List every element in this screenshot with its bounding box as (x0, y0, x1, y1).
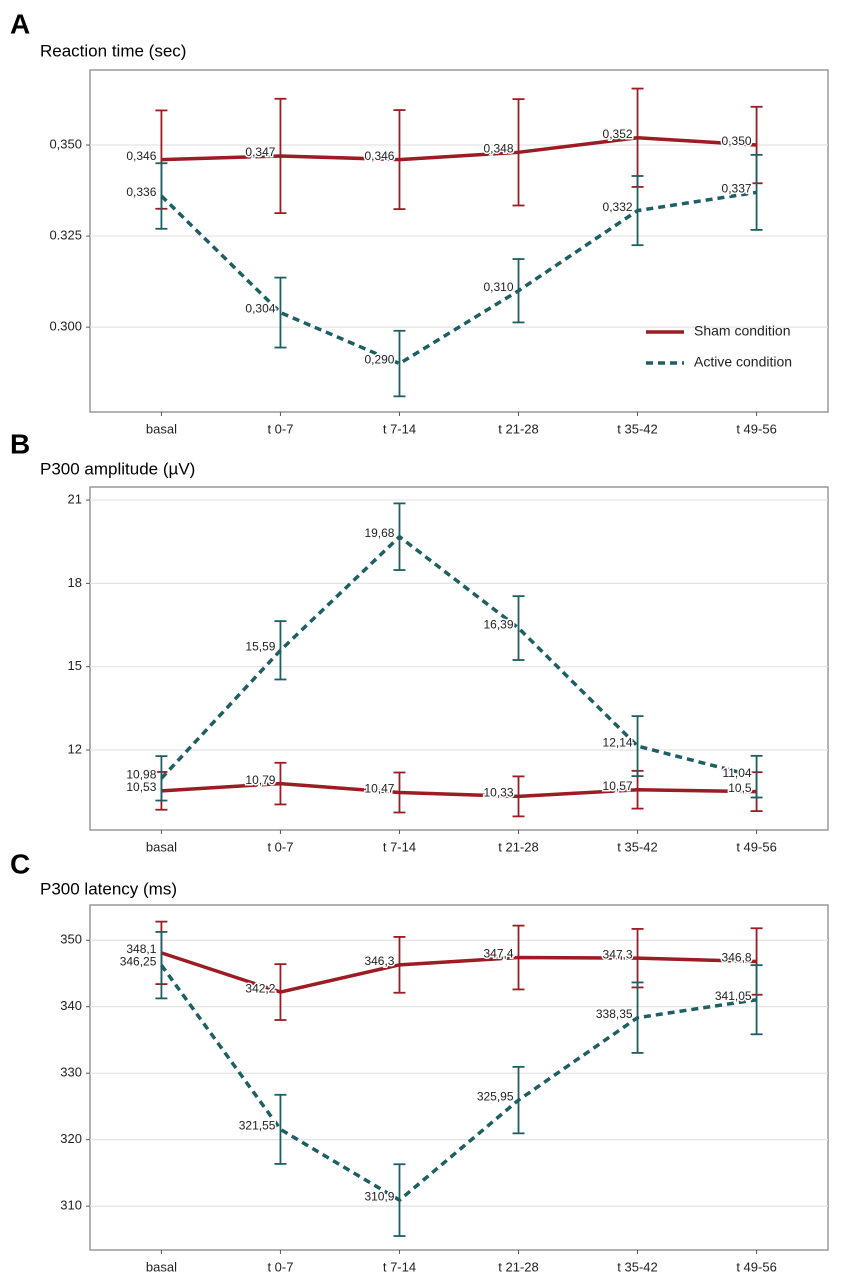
series-line (160, 534, 758, 780)
x-tick-label: t 35-42 (617, 839, 657, 854)
x-tick-label: basal (146, 1259, 177, 1274)
value-label: 341,05 (715, 989, 752, 1003)
y-tick-label: 18 (68, 575, 82, 590)
value-label: 325,95 (477, 1089, 514, 1103)
plot-area (89, 904, 829, 1251)
panel-letter: B (10, 428, 30, 459)
value-label: 346,8 (722, 951, 752, 965)
panel-title: P300 amplitude (µV) (40, 459, 195, 478)
y-tick-label: 0,350 (49, 136, 82, 151)
y-tick-label: 330 (60, 1065, 82, 1080)
value-label: 0,350 (722, 134, 752, 148)
x-tick-label: t 35-42 (617, 1259, 657, 1274)
legend-label: Sham condition (694, 323, 791, 339)
series-line (161, 135, 757, 162)
x-tick-label: t 7-14 (383, 1259, 416, 1274)
value-label: 348,1 (126, 942, 156, 956)
panel-title: P300 latency (ms) (40, 879, 177, 898)
y-tick-label: 320 (60, 1131, 82, 1146)
value-label: 342,2 (245, 981, 275, 995)
y-tick-label: 0.300 (49, 319, 82, 334)
x-tick-label: t 0-7 (267, 839, 293, 854)
x-tick-label: t 7-14 (383, 421, 416, 436)
value-label: 10,57 (603, 779, 633, 793)
value-label: 310,9 (364, 1189, 394, 1203)
legend-label: Active condition (694, 354, 792, 370)
value-label: 10,5 (728, 781, 752, 795)
y-tick-label: 310 (60, 1198, 82, 1213)
series-line (160, 964, 757, 1203)
value-label: 15,59 (245, 639, 275, 653)
y-tick-label: 350 (60, 932, 82, 947)
plot-area (89, 69, 829, 413)
value-label: 321,55 (239, 1119, 276, 1133)
value-label: 0,346 (364, 149, 394, 163)
value-label: 338,35 (596, 1007, 633, 1021)
panel-letter: C (10, 848, 30, 879)
value-label: 11,04 (722, 766, 751, 780)
x-tick-label: t 21-28 (498, 421, 538, 436)
value-label: 0,347 (245, 145, 275, 159)
x-tick-label: t 7-14 (383, 839, 416, 854)
value-label: 10,33 (483, 786, 513, 800)
y-tick-label: 15 (68, 658, 82, 673)
value-label: 10,53 (126, 780, 156, 794)
plot-area (89, 486, 829, 831)
value-label: 0,348 (483, 141, 513, 155)
value-label: 16,39 (483, 617, 513, 631)
value-label: 346,25 (120, 954, 157, 968)
y-tick-label: 21 (68, 491, 82, 506)
value-label: 10,79 (245, 773, 275, 787)
x-tick-label: t 49-56 (736, 839, 776, 854)
value-label: 0,336 (126, 185, 156, 199)
panel-title: Reaction time (sec) (40, 41, 186, 60)
y-tick-label: 12 (68, 741, 82, 756)
value-label: 0,332 (603, 200, 633, 214)
x-tick-label: t 21-28 (498, 839, 538, 854)
value-label: 12,14 (603, 735, 633, 749)
value-label: 347,4 (483, 947, 513, 961)
y-tick-label: 0.325 (49, 228, 82, 243)
x-tick-label: t 35-42 (617, 421, 657, 436)
value-label: 347,3 (603, 947, 633, 961)
value-label: 10,98 (126, 768, 156, 782)
value-label: 0,352 (603, 127, 633, 141)
x-tick-label: t 0-7 (267, 1259, 293, 1274)
y-tick-label: 340 (60, 998, 82, 1013)
value-label: 0,337 (722, 182, 752, 196)
value-label: 10,47 (364, 782, 394, 796)
value-label: 0,304 (245, 302, 275, 316)
x-tick-label: basal (146, 839, 177, 854)
series-line (161, 781, 757, 799)
value-label: 346,3 (364, 954, 394, 968)
panel-letter: A (10, 8, 30, 39)
series-line (160, 190, 757, 366)
value-label: 19,68 (364, 526, 394, 540)
value-label: 0,346 (126, 149, 156, 163)
series-line (160, 951, 757, 994)
x-tick-label: t 0-7 (267, 421, 293, 436)
x-tick-label: basal (146, 421, 177, 436)
value-label: 0,310 (483, 280, 513, 294)
x-tick-label: t 21-28 (498, 1259, 538, 1274)
x-tick-label: t 49-56 (736, 421, 776, 436)
x-tick-label: t 49-56 (736, 1259, 776, 1274)
value-label: 0,290 (364, 353, 394, 367)
